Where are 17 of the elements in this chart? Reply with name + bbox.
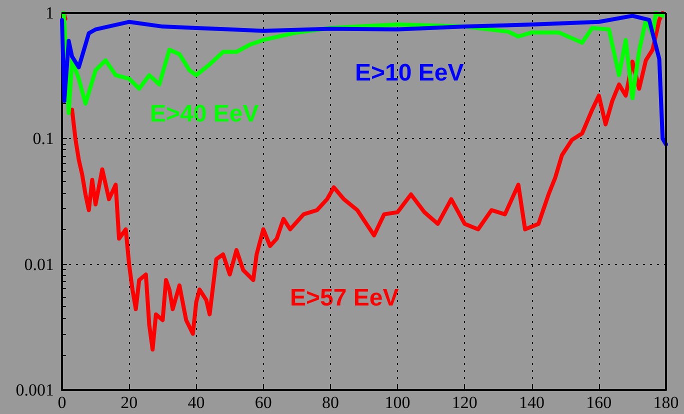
- x-tick-label: 0: [58, 393, 66, 412]
- series-label: E>40 EeV: [150, 100, 259, 128]
- x-tick-label: 120: [452, 393, 478, 412]
- x-tick-label: 60: [254, 393, 272, 412]
- series-label: E>10 EeV: [355, 60, 464, 86]
- x-tick-label: 100: [384, 393, 410, 412]
- x-tick-label: 20: [120, 393, 138, 412]
- y-tick-label: 0.01: [24, 254, 54, 274]
- x-tick-label: 140: [519, 393, 545, 412]
- y-tick-label: 0.001: [16, 380, 54, 400]
- series-label: E>57 EeV: [290, 284, 399, 312]
- y-tick-label: 0.1: [32, 129, 54, 148]
- y-tick-label: 1: [46, 4, 54, 22]
- x-tick-label: 180: [653, 393, 679, 412]
- x-tick-label: 160: [586, 393, 612, 412]
- x-tick-label: 80: [322, 393, 339, 412]
- x-tick-label: 40: [188, 393, 205, 412]
